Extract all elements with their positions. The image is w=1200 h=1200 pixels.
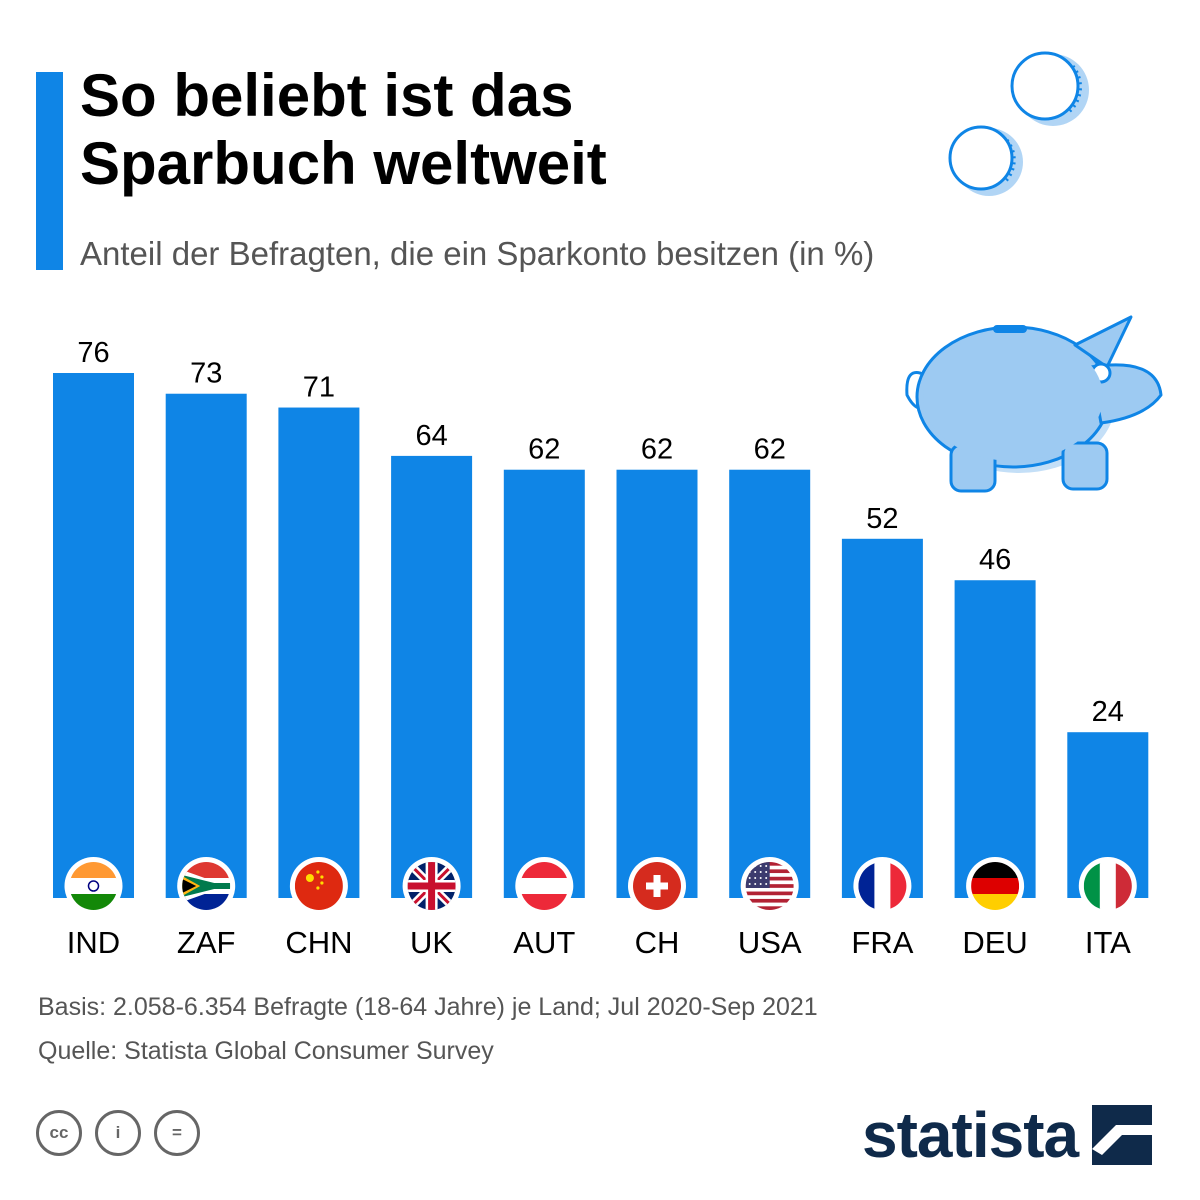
value-label-zaf: 73 [190, 358, 222, 390]
source-note: Quelle: Statista Global Consumer Survey [38, 1037, 494, 1065]
bar-zaf [165, 393, 247, 898]
value-label-fra: 52 [866, 503, 898, 535]
bar-usa [729, 469, 811, 898]
france-flag-icon [853, 857, 912, 915]
value-label-deu: 46 [979, 544, 1011, 576]
italy-flag-icon [1078, 857, 1137, 915]
uk-flag-icon [402, 857, 461, 915]
bar-uk [391, 455, 473, 898]
piggy-bank-illustration [905, 315, 1163, 493]
nd-icon[interactable]: = [154, 1110, 200, 1156]
basis-note: Basis: 2.058-6.354 Befragte (18-64 Jahre… [38, 993, 818, 1021]
category-label-ita: ITA [1085, 925, 1131, 960]
switzerland-flag-icon [628, 857, 686, 915]
flags-layer [64, 857, 1137, 915]
germany-flag-icon [966, 857, 1025, 915]
category-label-aut: AUT [513, 925, 575, 960]
value-label-ind: 76 [77, 337, 109, 369]
usa-flag-icon [740, 857, 799, 915]
bar-ind [53, 373, 134, 898]
bar-ch [616, 469, 698, 898]
value-label-chn: 71 [303, 372, 335, 404]
bar-deu [954, 580, 1036, 898]
china-flag-icon [289, 857, 348, 915]
brand-wordmark: statista [862, 1099, 1079, 1171]
india-flag-icon [64, 857, 123, 915]
statista-mark-icon [1092, 1105, 1153, 1165]
category-label-fra: FRA [851, 925, 913, 960]
title-accent-bar [36, 72, 63, 270]
bar-chn [278, 407, 360, 898]
page-subtitle: Anteil der Befragten, die ein Sparkonto … [80, 235, 875, 272]
value-labels-layer: 76 73 71 64 62 62 62 52 46 24 [77, 337, 1124, 728]
page-title: So beliebt ist das Sparbuch weltweit [80, 62, 607, 197]
value-label-uk: 64 [415, 420, 447, 452]
bar-chart: 76 73 71 64 62 62 62 52 46 24 IND ZAF CHN UK AUT CH USA… [53, 337, 1149, 960]
bar-fra [841, 538, 923, 898]
value-label-ch: 62 [641, 434, 673, 466]
austria-flag-icon [515, 857, 574, 915]
category-label-uk: UK [410, 925, 453, 960]
category-label-deu: DEU [962, 925, 1027, 960]
license-icons: cc i = [36, 1110, 200, 1156]
value-label-usa: 62 [754, 434, 786, 466]
value-label-aut: 62 [528, 434, 560, 466]
bars-layer [53, 373, 1149, 898]
south-africa-flag-icon [177, 857, 236, 915]
statista-logo[interactable]: statista [862, 1098, 1153, 1172]
coins-illustration [948, 51, 1089, 196]
cc-icon[interactable]: cc [36, 1110, 82, 1156]
category-labels-layer: IND ZAF CHN UK AUT CH USA FRA DEU ITA [67, 925, 1131, 960]
by-icon[interactable]: i [95, 1110, 141, 1156]
category-label-zaf: ZAF [177, 925, 236, 960]
category-label-ch: CH [635, 925, 680, 960]
category-label-chn: CHN [285, 925, 352, 960]
category-label-ind: IND [67, 925, 120, 960]
category-label-usa: USA [738, 925, 802, 960]
bar-aut [503, 469, 585, 898]
value-label-ita: 24 [1092, 696, 1124, 728]
